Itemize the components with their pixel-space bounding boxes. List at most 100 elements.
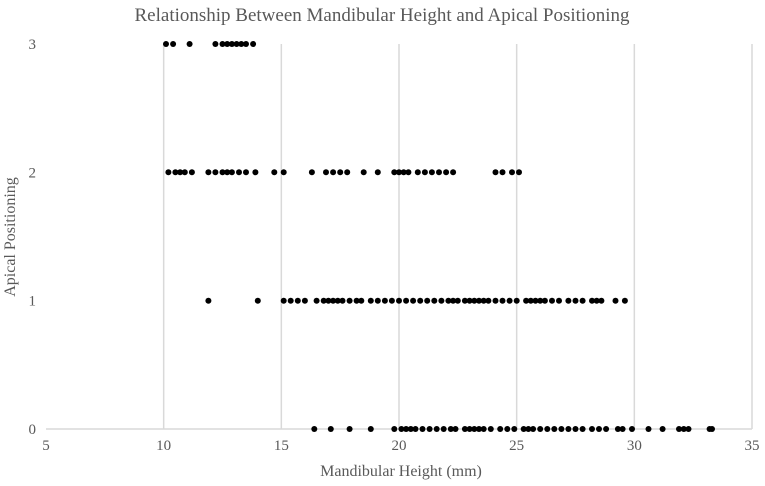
data-point — [426, 426, 433, 432]
data-point — [499, 297, 506, 304]
data-point — [565, 297, 572, 304]
data-point — [313, 297, 320, 304]
data-point — [579, 426, 586, 432]
data-point — [629, 426, 635, 432]
data-point — [659, 426, 666, 432]
data-point — [320, 297, 327, 304]
data-point — [391, 169, 398, 176]
data-point — [558, 426, 565, 432]
data-point — [308, 169, 315, 176]
data-point — [330, 169, 337, 176]
data-point — [497, 426, 504, 432]
data-point — [509, 169, 515, 176]
data-point — [525, 426, 532, 432]
data-point — [186, 41, 193, 47]
data-point — [337, 169, 344, 176]
data-point — [353, 297, 360, 304]
data-point — [551, 426, 558, 432]
data-point — [511, 426, 518, 432]
data-point — [403, 297, 410, 304]
data-point — [532, 297, 539, 304]
data-point — [450, 169, 457, 176]
data-point — [589, 297, 595, 304]
data-point — [447, 426, 454, 432]
data-point — [440, 426, 447, 432]
data-point — [572, 426, 579, 432]
data-point — [224, 41, 231, 47]
data-point — [344, 169, 351, 176]
y-tick-label: 1 — [29, 294, 37, 310]
data-point — [544, 426, 551, 432]
data-point — [612, 297, 619, 304]
data-point — [461, 297, 468, 304]
data-point — [212, 169, 219, 176]
data-point — [492, 169, 499, 176]
data-point — [280, 169, 287, 176]
data-point — [523, 297, 530, 304]
data-point — [410, 297, 417, 304]
data-point — [614, 426, 621, 432]
x-tick-label: 35 — [745, 438, 760, 454]
data-point — [311, 426, 318, 432]
data-point — [476, 426, 482, 432]
data-point — [205, 297, 212, 304]
data-point — [579, 297, 586, 304]
data-point — [603, 426, 610, 432]
data-point — [205, 169, 212, 176]
y-tick-label: 2 — [29, 165, 37, 181]
data-point — [294, 297, 301, 304]
data-point — [280, 297, 287, 304]
data-point — [645, 426, 652, 432]
data-point — [236, 169, 242, 176]
data-point — [398, 426, 405, 432]
data-point — [228, 41, 235, 47]
data-point — [391, 426, 398, 432]
y-axis-title: Apical Positioning — [2, 177, 19, 297]
data-point — [301, 297, 308, 304]
data-point — [685, 426, 692, 432]
data-point — [513, 297, 520, 304]
data-point — [428, 169, 435, 176]
data-point — [549, 297, 555, 304]
data-point — [530, 426, 537, 432]
data-point — [243, 169, 249, 176]
data-point — [172, 169, 179, 176]
data-point — [252, 169, 259, 176]
data-point — [405, 169, 412, 176]
data-point — [254, 297, 261, 304]
data-point — [541, 297, 548, 304]
data-point — [480, 297, 487, 304]
data-point — [219, 41, 226, 47]
data-point — [403, 426, 410, 432]
x-tick-label: 10 — [156, 438, 171, 454]
data-point — [325, 297, 332, 304]
data-point — [556, 297, 562, 304]
data-point — [452, 426, 459, 432]
data-point — [520, 426, 527, 432]
data-point — [443, 169, 450, 176]
data-point — [374, 297, 381, 304]
data-point — [381, 297, 388, 304]
data-point — [619, 426, 626, 432]
data-point — [480, 426, 487, 432]
data-point — [412, 426, 419, 432]
data-point — [516, 169, 522, 176]
y-axis-ticks: 0 1 2 3 — [29, 37, 37, 438]
chart-title: Relationship Between Mandibular Height a… — [135, 5, 630, 26]
x-tick-label: 5 — [42, 438, 50, 454]
data-point — [537, 426, 544, 432]
data-point — [374, 169, 381, 176]
data-point — [388, 297, 395, 304]
data-point — [565, 426, 572, 432]
data-point — [431, 297, 438, 304]
data-point — [537, 297, 544, 304]
data-point — [454, 297, 461, 304]
data-point — [407, 426, 414, 432]
data-point — [323, 169, 329, 176]
x-axis-ticks: 5 10 15 20 25 30 35 — [42, 438, 759, 454]
data-point — [224, 169, 231, 176]
x-tick-label: 20 — [392, 438, 407, 454]
data-point — [572, 297, 579, 304]
data-point — [461, 426, 468, 432]
x-axis-title: Mandibular Height (mm) — [320, 463, 482, 480]
